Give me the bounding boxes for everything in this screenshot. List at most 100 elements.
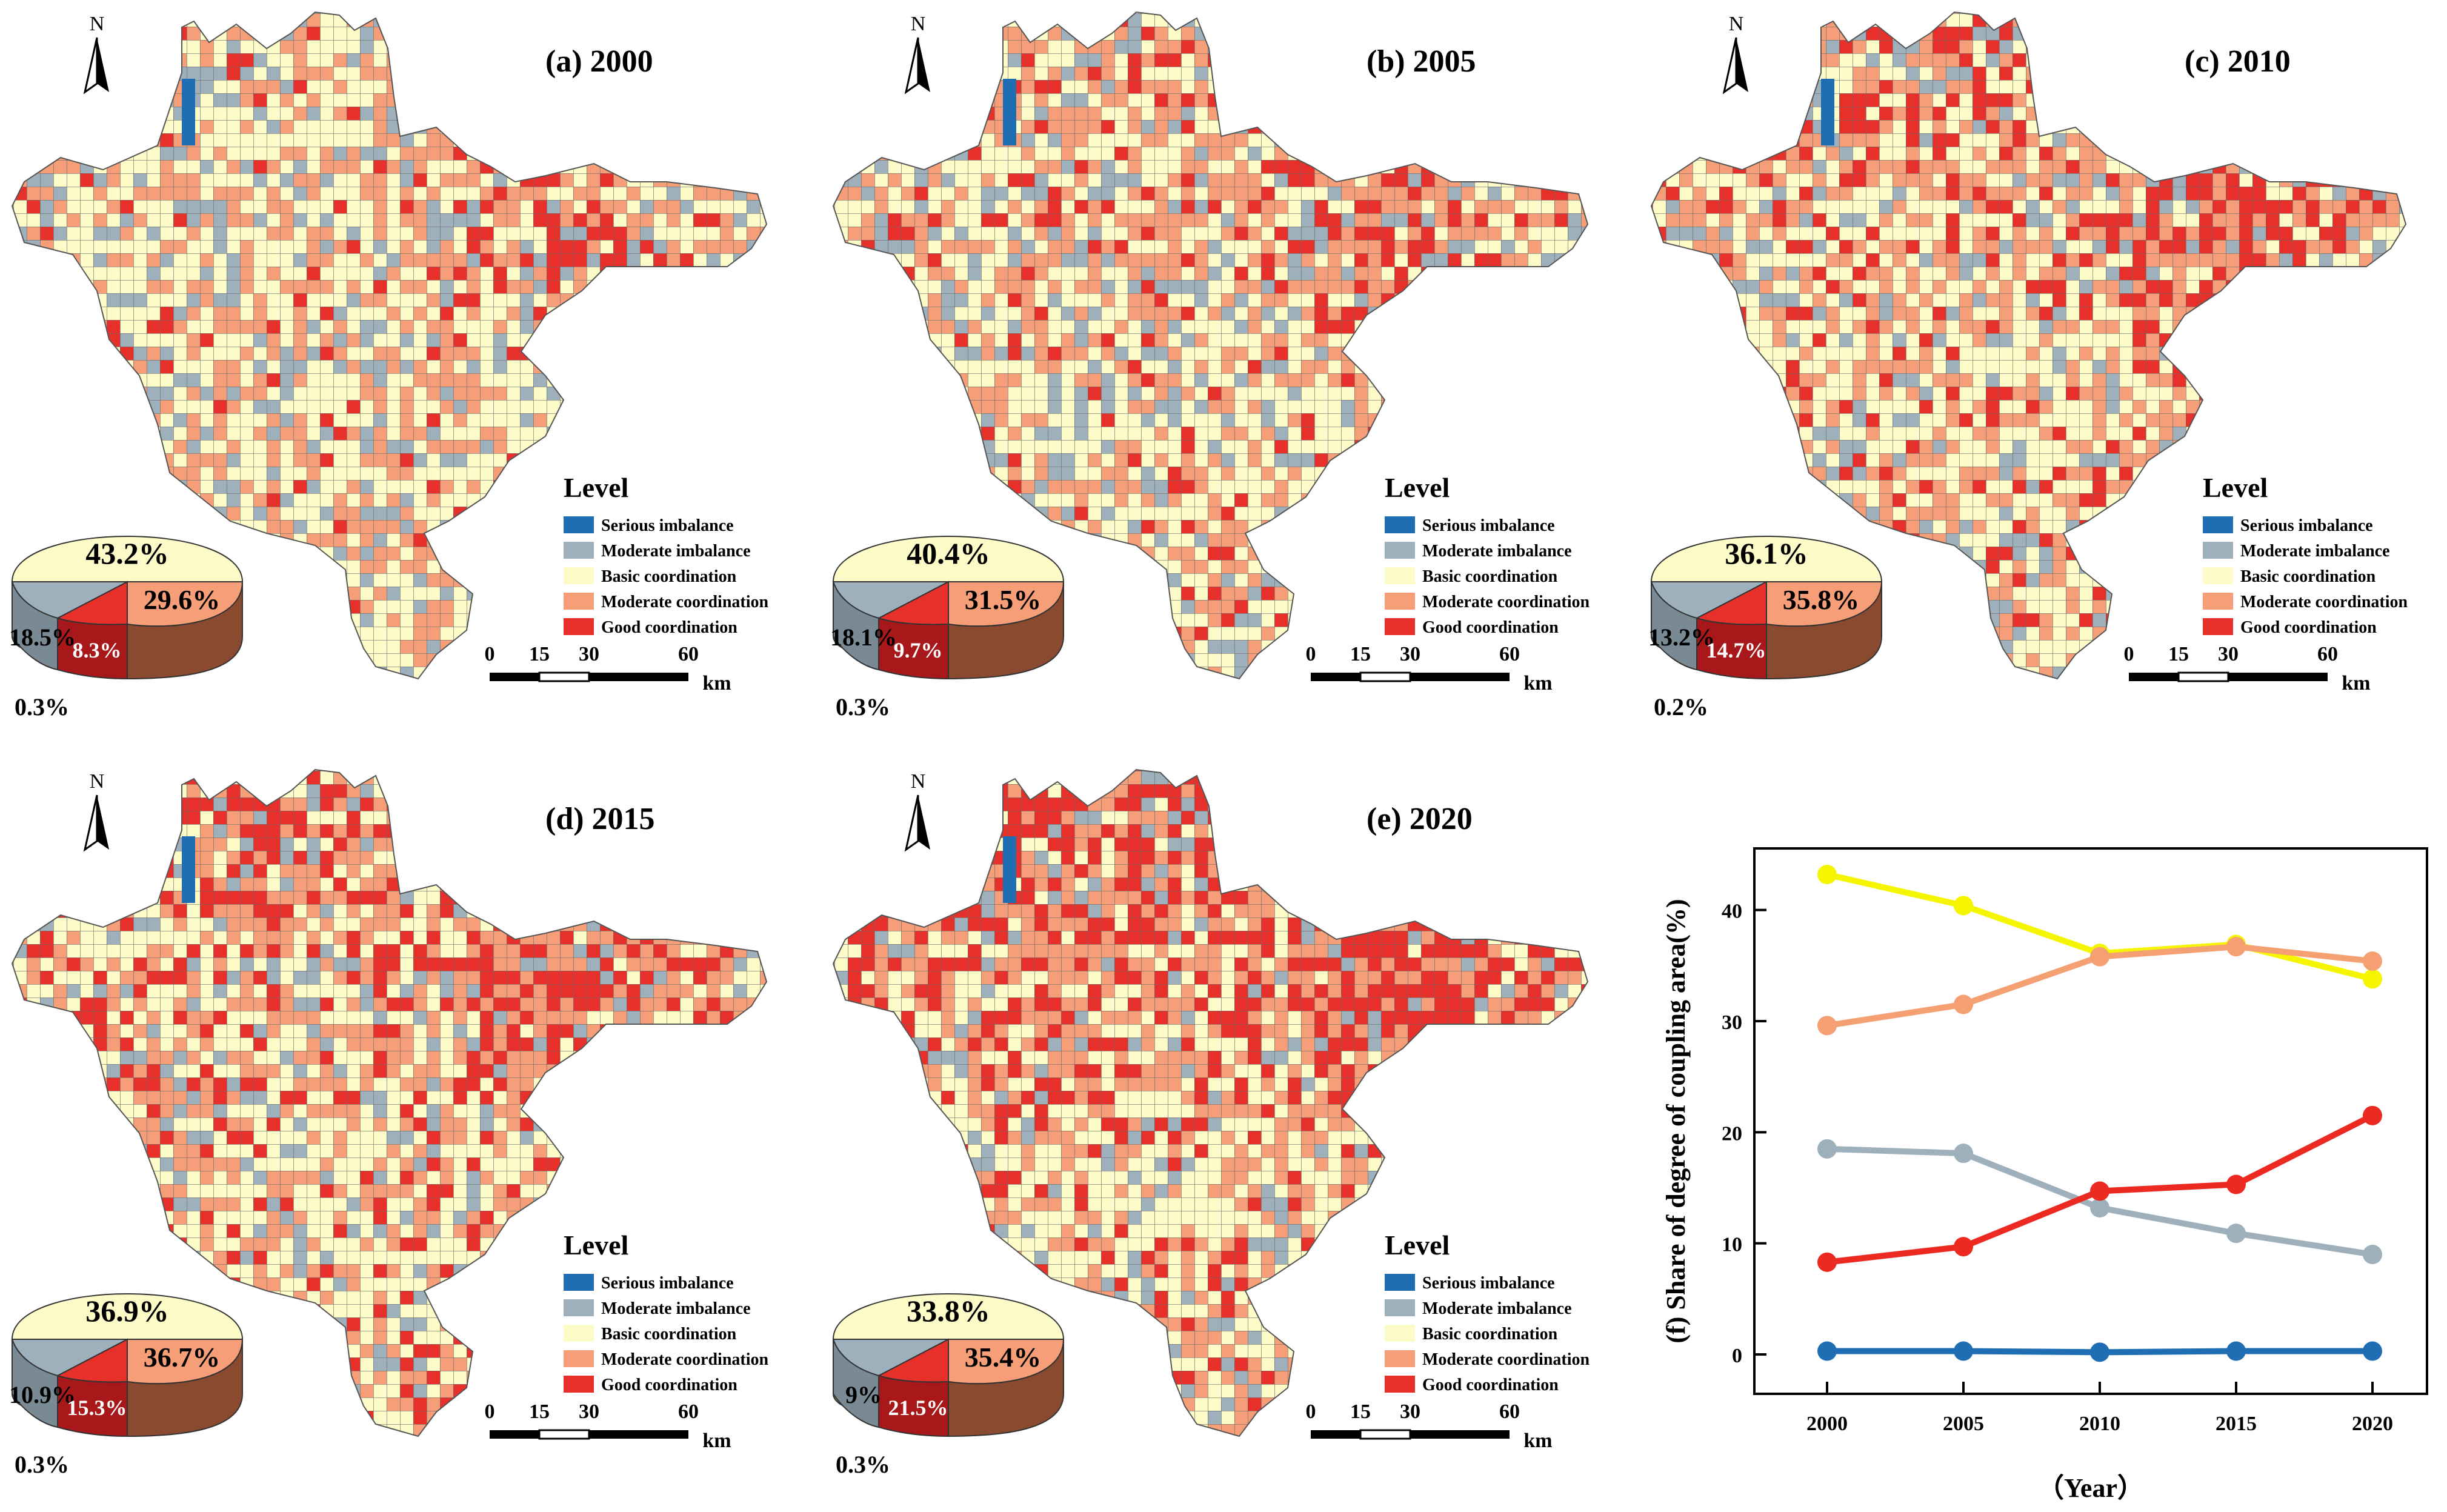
chart-series	[1817, 865, 2382, 1362]
data-point	[1954, 995, 1973, 1014]
scale-tick: 0	[1306, 1400, 1316, 1423]
legend-swatch	[2203, 618, 2233, 635]
scale-unit: km	[702, 672, 731, 694]
pie-label-good: 8.3%	[73, 638, 122, 662]
pie-label-moderate-imbalance: 9%	[845, 1381, 882, 1408]
scale-tick: 15	[529, 643, 550, 665]
data-point	[1817, 865, 1837, 884]
pie-label-basic: 43.2%	[85, 536, 169, 570]
y-tick-label: 30	[1722, 1011, 1742, 1034]
pie-label-moderate-coordination: 35.8%	[1783, 584, 1860, 615]
pie-label-basic: 36.1%	[1725, 536, 1808, 570]
data-point	[2226, 1175, 2246, 1194]
svg-text:N: N	[90, 13, 105, 35]
data-point	[2226, 937, 2246, 956]
scale-unit: km	[2342, 672, 2370, 694]
legend-label: Moderate imbalance	[1422, 542, 1572, 561]
legend-swatch	[564, 1299, 594, 1316]
x-tick-label: 2005	[1943, 1413, 1984, 1435]
pie-chart: 36.9%36.7%10.9%15.3%0.3%	[9, 1294, 242, 1478]
data-point	[2363, 1245, 2382, 1264]
pie-label-good: 15.3%	[67, 1396, 127, 1420]
pie-label-moderate-coordination: 36.7%	[144, 1342, 221, 1373]
legend-label: Good coordination	[1422, 618, 1559, 637]
panel-title: (d) 2015	[545, 802, 655, 836]
pie-label-good: 9.7%	[894, 638, 943, 662]
data-point	[1954, 1342, 1973, 1361]
data-point	[1817, 1016, 1837, 1035]
legend-swatch	[1385, 516, 1415, 533]
pie-label-basic: 40.4%	[907, 536, 990, 570]
legend-swatch	[1385, 618, 1415, 635]
legend-swatch	[1385, 1274, 1415, 1291]
data-point	[1954, 1237, 1973, 1256]
legend-label: Basic coordination	[1422, 567, 1558, 586]
pie-label-moderate-coordination: 35.4%	[965, 1342, 1042, 1373]
legend-label: Moderate coordination	[601, 593, 768, 611]
data-point	[2363, 1342, 2382, 1361]
scale-tick: 60	[678, 643, 699, 665]
scale-unit: km	[702, 1430, 731, 1452]
legend-label: Good coordination	[601, 1376, 737, 1394]
series-good-coordination	[1817, 1106, 2382, 1272]
pie-label-moderate-imbalance: 18.5%	[9, 624, 76, 651]
scale-tick: 15	[529, 1400, 550, 1423]
legend-swatch	[1385, 542, 1415, 559]
north-arrow-icon: N	[85, 13, 109, 92]
legend-swatch	[2203, 567, 2233, 584]
legend-swatch	[1385, 567, 1415, 584]
legend-label: Moderate coordination	[1422, 1350, 1590, 1369]
legend-swatch	[1385, 1325, 1415, 1342]
legend-swatch	[564, 618, 594, 635]
legend-swatch	[564, 516, 594, 533]
panel-title: (e) 2020	[1367, 802, 1473, 836]
legend-swatch	[1385, 1299, 1415, 1316]
pie-label-moderate-imbalance: 18.1%	[830, 624, 897, 651]
pie-label-serious: 0.2%	[1654, 693, 1708, 721]
pie-chart: 40.4%31.5%18.1%9.7%0.3%	[830, 536, 1064, 721]
panel-title: (c) 2010	[2185, 44, 2291, 79]
data-point	[2363, 969, 2382, 988]
legend-swatch	[1385, 1376, 1415, 1393]
legend-label: Basic coordination	[1422, 1325, 1558, 1344]
pie-chart: 33.8%35.4%9%21.5%0.3%	[833, 1294, 1064, 1478]
legend-swatch	[2203, 542, 2233, 559]
pie-label-good: 14.7%	[1706, 638, 1766, 662]
legend-label: Moderate coordination	[601, 1350, 768, 1369]
x-tick-label: 2020	[2352, 1413, 2393, 1435]
data-point	[2090, 1342, 2109, 1362]
legend-swatch	[2203, 593, 2233, 610]
legend-swatch	[564, 542, 594, 559]
legend-swatch	[2203, 516, 2233, 533]
scale-tick: 0	[485, 643, 495, 665]
legend-label: Serious imbalance	[601, 516, 734, 535]
data-point	[2363, 1106, 2382, 1125]
series-serious-imbalance	[1817, 1342, 2382, 1362]
pie-chart: 36.1%35.8%13.2%14.7%0.2%	[1648, 536, 1882, 721]
legend-title: Level	[1385, 1230, 1450, 1261]
legend-label: Serious imbalance	[1422, 516, 1555, 535]
legend-label: Moderate imbalance	[2240, 542, 2390, 561]
legend-swatch	[564, 567, 594, 584]
north-arrow-icon: N	[85, 770, 109, 850]
legend-swatch	[564, 1350, 594, 1367]
pie-label-moderate-imbalance: 10.9%	[9, 1381, 76, 1408]
legend-label: Basic coordination	[2240, 567, 2376, 586]
scale-tick: 0	[485, 1400, 495, 1423]
north-arrow-icon: N	[906, 770, 930, 850]
pie-label-serious: 0.3%	[836, 1451, 890, 1478]
x-tick-label: 2000	[1806, 1413, 1848, 1435]
legend-title: Level	[564, 1230, 628, 1261]
data-point	[2363, 951, 2382, 971]
